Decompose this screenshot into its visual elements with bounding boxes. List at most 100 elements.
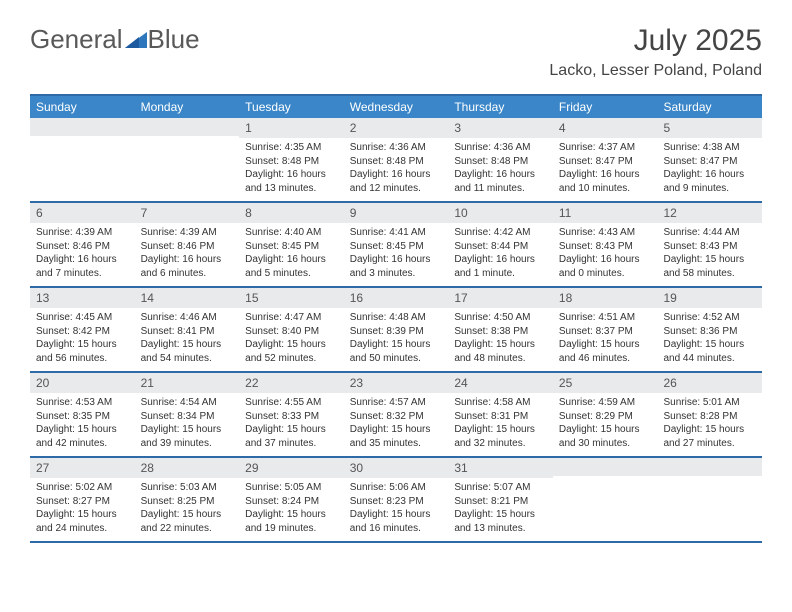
sunset-text: Sunset: 8:45 PM [245,240,338,254]
calendar-cell: 18Sunrise: 4:51 AMSunset: 8:37 PMDayligh… [553,288,658,371]
day-body: Sunrise: 4:47 AMSunset: 8:40 PMDaylight:… [239,308,344,371]
calendar-cell: 13Sunrise: 4:45 AMSunset: 8:42 PMDayligh… [30,288,135,371]
calendar-cell: 17Sunrise: 4:50 AMSunset: 8:38 PMDayligh… [448,288,553,371]
sunrise-text: Sunrise: 4:38 AM [663,141,756,155]
daylight-text: Daylight: 16 hours and 10 minutes. [559,168,652,195]
day-number: 12 [657,203,762,223]
day-body: Sunrise: 4:43 AMSunset: 8:43 PMDaylight:… [553,223,658,286]
day-number: 27 [30,458,135,478]
calendar-cell: 5Sunrise: 4:38 AMSunset: 8:47 PMDaylight… [657,118,762,201]
day-body: Sunrise: 4:36 AMSunset: 8:48 PMDaylight:… [344,138,449,201]
day-body: Sunrise: 4:46 AMSunset: 8:41 PMDaylight:… [135,308,240,371]
sunset-text: Sunset: 8:48 PM [245,155,338,169]
day-body: Sunrise: 4:53 AMSunset: 8:35 PMDaylight:… [30,393,135,456]
calendar-cell: 6Sunrise: 4:39 AMSunset: 8:46 PMDaylight… [30,203,135,286]
day-body: Sunrise: 4:54 AMSunset: 8:34 PMDaylight:… [135,393,240,456]
sunset-text: Sunset: 8:24 PM [245,495,338,509]
sunrise-text: Sunrise: 4:39 AM [141,226,234,240]
calendar-cell: 3Sunrise: 4:36 AMSunset: 8:48 PMDaylight… [448,118,553,201]
day-body: Sunrise: 4:50 AMSunset: 8:38 PMDaylight:… [448,308,553,371]
calendar-cell: 24Sunrise: 4:58 AMSunset: 8:31 PMDayligh… [448,373,553,456]
sunset-text: Sunset: 8:37 PM [559,325,652,339]
calendar-cell: 11Sunrise: 4:43 AMSunset: 8:43 PMDayligh… [553,203,658,286]
daylight-text: Daylight: 15 hours and 58 minutes. [663,253,756,280]
daylight-text: Daylight: 15 hours and 48 minutes. [454,338,547,365]
sunrise-text: Sunrise: 4:36 AM [350,141,443,155]
calendar-week: 13Sunrise: 4:45 AMSunset: 8:42 PMDayligh… [30,288,762,373]
day-number: 15 [239,288,344,308]
sunset-text: Sunset: 8:29 PM [559,410,652,424]
brand-logo: General Blue [30,24,200,55]
day-header-row: SundayMondayTuesdayWednesdayThursdayFrid… [30,96,762,118]
day-number: 20 [30,373,135,393]
brand-triangle-icon [125,24,147,55]
daylight-text: Daylight: 15 hours and 42 minutes. [36,423,129,450]
sunset-text: Sunset: 8:21 PM [454,495,547,509]
day-body: Sunrise: 4:38 AMSunset: 8:47 PMDaylight:… [657,138,762,201]
daylight-text: Daylight: 15 hours and 54 minutes. [141,338,234,365]
sunset-text: Sunset: 8:28 PM [663,410,756,424]
calendar-cell: 16Sunrise: 4:48 AMSunset: 8:39 PMDayligh… [344,288,449,371]
sunset-text: Sunset: 8:47 PM [663,155,756,169]
calendar-week: 6Sunrise: 4:39 AMSunset: 8:46 PMDaylight… [30,203,762,288]
daylight-text: Daylight: 15 hours and 39 minutes. [141,423,234,450]
calendar-cell: 23Sunrise: 4:57 AMSunset: 8:32 PMDayligh… [344,373,449,456]
brand-part1: General [30,24,123,55]
sunset-text: Sunset: 8:38 PM [454,325,547,339]
daylight-text: Daylight: 15 hours and 52 minutes. [245,338,338,365]
day-body [135,136,240,194]
sunset-text: Sunset: 8:34 PM [141,410,234,424]
sunset-text: Sunset: 8:46 PM [141,240,234,254]
day-number: 21 [135,373,240,393]
day-number: 25 [553,373,658,393]
day-body: Sunrise: 4:55 AMSunset: 8:33 PMDaylight:… [239,393,344,456]
sunrise-text: Sunrise: 4:39 AM [36,226,129,240]
day-body: Sunrise: 5:01 AMSunset: 8:28 PMDaylight:… [657,393,762,456]
daylight-text: Daylight: 15 hours and 16 minutes. [350,508,443,535]
sunset-text: Sunset: 8:48 PM [454,155,547,169]
day-number: 8 [239,203,344,223]
day-number: 4 [553,118,658,138]
sunrise-text: Sunrise: 4:54 AM [141,396,234,410]
day-body: Sunrise: 4:58 AMSunset: 8:31 PMDaylight:… [448,393,553,456]
calendar-body: 1Sunrise: 4:35 AMSunset: 8:48 PMDaylight… [30,118,762,543]
sunset-text: Sunset: 8:33 PM [245,410,338,424]
sunrise-text: Sunrise: 4:50 AM [454,311,547,325]
sunset-text: Sunset: 8:43 PM [559,240,652,254]
daylight-text: Daylight: 15 hours and 19 minutes. [245,508,338,535]
day-number: 30 [344,458,449,478]
day-body [553,476,658,534]
calendar-cell: 27Sunrise: 5:02 AMSunset: 8:27 PMDayligh… [30,458,135,541]
sunset-text: Sunset: 8:46 PM [36,240,129,254]
calendar-cell: 10Sunrise: 4:42 AMSunset: 8:44 PMDayligh… [448,203,553,286]
day-body: Sunrise: 4:36 AMSunset: 8:48 PMDaylight:… [448,138,553,201]
day-body: Sunrise: 5:07 AMSunset: 8:21 PMDaylight:… [448,478,553,541]
calendar-cell: 25Sunrise: 4:59 AMSunset: 8:29 PMDayligh… [553,373,658,456]
day-number: 24 [448,373,553,393]
sunset-text: Sunset: 8:43 PM [663,240,756,254]
day-body: Sunrise: 4:51 AMSunset: 8:37 PMDaylight:… [553,308,658,371]
daylight-text: Daylight: 15 hours and 37 minutes. [245,423,338,450]
sunrise-text: Sunrise: 5:07 AM [454,481,547,495]
day-number: 31 [448,458,553,478]
daylight-text: Daylight: 15 hours and 44 minutes. [663,338,756,365]
day-number: 23 [344,373,449,393]
calendar-cell [657,458,762,541]
sunset-text: Sunset: 8:48 PM [350,155,443,169]
calendar-cell: 2Sunrise: 4:36 AMSunset: 8:48 PMDaylight… [344,118,449,201]
calendar-cell: 15Sunrise: 4:47 AMSunset: 8:40 PMDayligh… [239,288,344,371]
calendar-cell: 29Sunrise: 5:05 AMSunset: 8:24 PMDayligh… [239,458,344,541]
sunrise-text: Sunrise: 4:40 AM [245,226,338,240]
day-body: Sunrise: 4:44 AMSunset: 8:43 PMDaylight:… [657,223,762,286]
sunset-text: Sunset: 8:40 PM [245,325,338,339]
day-body: Sunrise: 4:42 AMSunset: 8:44 PMDaylight:… [448,223,553,286]
sunset-text: Sunset: 8:25 PM [141,495,234,509]
day-number: 11 [553,203,658,223]
day-header: Tuesday [239,96,344,118]
day-body [657,476,762,534]
day-number: 26 [657,373,762,393]
daylight-text: Daylight: 16 hours and 3 minutes. [350,253,443,280]
calendar-week: 27Sunrise: 5:02 AMSunset: 8:27 PMDayligh… [30,458,762,543]
calendar-cell: 20Sunrise: 4:53 AMSunset: 8:35 PMDayligh… [30,373,135,456]
sunrise-text: Sunrise: 4:52 AM [663,311,756,325]
